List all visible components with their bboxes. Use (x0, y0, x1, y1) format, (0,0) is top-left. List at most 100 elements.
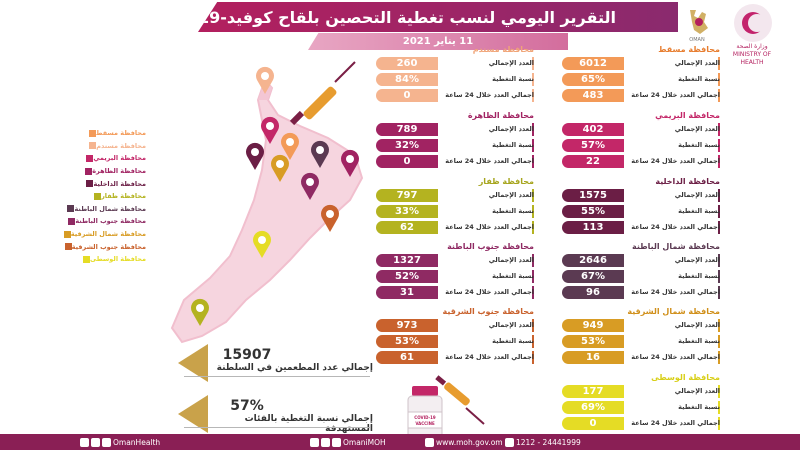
stat-row-coverage: 33% نسبة التغطية (376, 205, 534, 219)
stat-value: 69% (562, 401, 624, 414)
legend-item: محافظة مسندم (26, 140, 146, 153)
stat-value: 177 (562, 385, 624, 398)
stat-value: 62 (376, 221, 438, 234)
map-pin-icon (253, 230, 271, 258)
stat-label: العدد الإجمالي (628, 385, 720, 398)
stat-label: العدد الإجمالي (628, 254, 720, 267)
governorate-title: محافظة جنوب الباطنة (447, 242, 534, 251)
legend-label: محافظة شمال الشرقية (70, 230, 146, 239)
syringe-icon (289, 61, 356, 126)
social-icons-2: OmaniMOH (310, 434, 386, 450)
stat-row-total: 949 العدد الإجمالي (562, 319, 720, 333)
governorate-card: محافظة الظاهرة 789 العدد الإجمالي 32% نسبة ا… (376, 110, 534, 169)
map-pin-icon (341, 149, 359, 177)
governorate-title: محافظة شمال الباطنة (631, 242, 720, 251)
governorate-card: محافظة شمال الشرقية 949 العدد الإجمالي 53% ن… (562, 306, 720, 365)
stat-label: نسبة التغطية (628, 270, 720, 283)
total-coverage-label: إجمالي نسبة التغطية بالفئات المستهدفة (244, 414, 373, 434)
phone-icon (505, 437, 514, 447)
stat-row-coverage: 32% نسبة التغطية (376, 139, 534, 153)
stat-value: 0 (376, 155, 438, 168)
stat-label: نسبة التغطية (628, 73, 720, 86)
stat-value: 949 (562, 319, 624, 332)
stat-label: العدد الإجمالي (442, 254, 534, 267)
stat-label: اجمالي العدد خلال 24 ساعة (628, 89, 720, 102)
governorate-title: محافظة ظفار (478, 177, 534, 186)
vaccine-vial-icon: COVID-19 VACCINE (407, 375, 485, 441)
stat-row-coverage: 53% نسبة التغطية (376, 335, 534, 349)
snapchat-icon[interactable] (321, 437, 330, 447)
governorate-title: محافظة الداخلية (655, 177, 720, 186)
stat-row-total: 789 العدد الإجمالي (376, 123, 534, 137)
stat-row-total: 177 العدد الإجمالي (562, 385, 720, 399)
legend-item: محافظة ظفار (26, 190, 146, 203)
linkedin-icon[interactable] (332, 437, 341, 447)
stat-value: 22 (562, 155, 624, 168)
map-pin-icon (191, 298, 209, 326)
stat-label: العدد الإجمالي (442, 57, 534, 70)
legend-label: محافظة مسندم (96, 141, 146, 150)
stat-label: اجمالي العدد خلال 24 ساعة (628, 221, 720, 234)
governorate-title: محافظة البريمي (655, 111, 720, 120)
footer-handle-1[interactable]: OmanHealth (113, 437, 161, 447)
moh-logo-text: وزارة الصحة MINISTRY OF HEALTH (732, 43, 772, 66)
legend-swatch (64, 243, 72, 251)
vaccine-label: COVID-19 (414, 415, 436, 420)
governorate-title: محافظة مسندم (472, 45, 534, 54)
stat-row-total: 1327 العدد الإجمالي (376, 254, 534, 268)
phone-number[interactable]: 1212 - 24441999 (516, 437, 581, 447)
footer-handle-2[interactable]: OmaniMOH (343, 437, 386, 447)
stat-value: 33% (376, 205, 438, 218)
governorate-card: محافظة الداخلية 1575 العدد الإجمالي 55% نسبة… (562, 176, 720, 235)
total-vaccinated-value: 15907 (212, 342, 282, 368)
instagram-icon[interactable] (91, 437, 100, 447)
legend-item: محافظة شمال الباطنة (26, 203, 146, 216)
stat-value: 1327 (376, 254, 438, 267)
stat-label: العدد الإجمالي (628, 319, 720, 332)
stat-label: العدد الإجمالي (442, 123, 534, 136)
stat-row-coverage: 67% نسبة التغطية (562, 270, 720, 284)
footer: OmanHealth OmaniMOH www.moh.gov.om 1212 … (0, 434, 800, 450)
legend-label: محافظة ظفار (101, 192, 146, 201)
stat-label: نسبة التغطية (442, 139, 534, 152)
stat-value: 67% (562, 270, 624, 283)
stat-row-last24: 61 اجمالي العدد خلال 24 ساعة (376, 351, 534, 365)
website-link[interactable]: www.moh.gov.om (436, 437, 503, 447)
stat-label: اجمالي العدد خلال 24 ساعة (442, 351, 534, 364)
governorate-card: محافظة ظفار 797 العدد الإجمالي 33% نسبة التغ… (376, 176, 534, 235)
legend-swatch (83, 255, 90, 263)
stat-label: العدد الإجمالي (628, 57, 720, 70)
map-pin-icon (311, 140, 329, 168)
twitter-icon[interactable] (80, 437, 89, 447)
legend-item: محافظة مسقط (26, 127, 146, 140)
stat-label: نسبة التغطية (442, 335, 534, 348)
stat-row-total: 797 العدد الإجمالي (376, 189, 534, 203)
stat-value: 789 (376, 123, 438, 136)
facebook-icon[interactable] (310, 437, 319, 447)
legend-swatch (86, 154, 94, 162)
legend-label: محافظة جنوب الشرقية (71, 242, 146, 251)
legend-label: محافظة مسقط (95, 129, 146, 138)
stat-label: نسبة التغطية (442, 205, 534, 218)
stat-row-last24: 483 اجمالي العدد خلال 24 ساعة (562, 89, 720, 103)
stat-label: نسبة التغطية (628, 401, 720, 414)
stat-value: 1575 (562, 189, 624, 202)
stat-value: 32% (376, 139, 438, 152)
stat-value: 113 (562, 221, 624, 234)
legend-item: محافظة البريمي (26, 152, 146, 165)
stat-label: العدد الإجمالي (442, 189, 534, 202)
governorate-title: محافظة شمال الشرقية (627, 307, 720, 316)
stat-value: 52% (376, 270, 438, 283)
stat-label: نسبة التغطية (442, 73, 534, 86)
stat-row-coverage: 53% نسبة التغطية (562, 335, 720, 349)
stat-value: 0 (376, 89, 438, 102)
stat-label: اجمالي العدد خلال 24 ساعة (628, 155, 720, 168)
stat-value: 96 (562, 286, 624, 299)
stat-value: 483 (562, 89, 624, 102)
stat-value: 16 (562, 351, 624, 364)
youtube-icon[interactable] (102, 437, 111, 447)
legend-swatch (86, 180, 94, 188)
stat-label: اجمالي العدد خلال 24 ساعة (628, 351, 720, 364)
total-coverage: 57% إجمالي نسبة التغطية بالفئات المستهدف… (178, 393, 373, 434)
stat-row-coverage: 84% نسبة التغطية (376, 73, 534, 87)
